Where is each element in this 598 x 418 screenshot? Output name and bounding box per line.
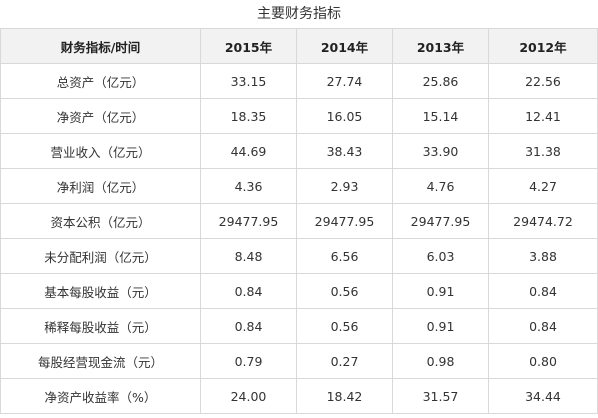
row-label: 总资产（亿元）	[0, 63, 201, 99]
row-label: 净资产收益率（%）	[0, 378, 201, 414]
cell-value: 0.27	[296, 343, 393, 379]
cell-value: 44.69	[200, 133, 297, 169]
cell-value: 29477.95	[200, 203, 297, 239]
cell-value: 29474.72	[488, 203, 598, 239]
cell-value: 18.42	[296, 378, 393, 414]
row-label: 每股经营现金流（元）	[0, 343, 201, 379]
cell-value: 0.84	[200, 273, 297, 309]
cell-value: 8.48	[200, 238, 297, 274]
table-row: 基本每股收益（元） 0.84 0.56 0.91 0.84	[0, 273, 598, 309]
cell-value: 3.88	[488, 238, 598, 274]
cell-value: 16.05	[296, 98, 393, 134]
cell-value: 0.84	[488, 308, 598, 344]
cell-value: 4.27	[488, 168, 598, 204]
table-row: 净资产收益率（%） 24.00 18.42 31.57 34.44	[0, 378, 598, 414]
cell-value: 33.15	[200, 63, 297, 99]
cell-value: 0.56	[296, 273, 393, 309]
header-2013: 2013年	[392, 28, 489, 64]
row-label: 资本公积（亿元）	[0, 203, 201, 239]
cell-value: 4.76	[392, 168, 489, 204]
table-row: 未分配利润（亿元） 8.48 6.56 6.03 3.88	[0, 238, 598, 274]
cell-value: 6.03	[392, 238, 489, 274]
cell-value: 25.86	[392, 63, 489, 99]
cell-value: 0.91	[392, 308, 489, 344]
cell-value: 24.00	[200, 378, 297, 414]
cell-value: 0.56	[296, 308, 393, 344]
table-row: 资本公积（亿元） 29477.95 29477.95 29477.95 2947…	[0, 203, 598, 239]
header-row: 财务指标/时间 2015年 2014年 2013年 2012年	[0, 28, 598, 64]
cell-value: 4.36	[200, 168, 297, 204]
cell-value: 0.91	[392, 273, 489, 309]
row-label: 基本每股收益（元）	[0, 273, 201, 309]
cell-value: 38.43	[296, 133, 393, 169]
header-2015: 2015年	[200, 28, 297, 64]
table-row: 净利润（亿元） 4.36 2.93 4.76 4.27	[0, 168, 598, 204]
cell-value: 0.80	[488, 343, 598, 379]
cell-value: 0.98	[392, 343, 489, 379]
table-title: 主要财务指标	[257, 6, 341, 22]
cell-value: 0.84	[488, 273, 598, 309]
header-2012: 2012年	[488, 28, 598, 64]
cell-value: 34.44	[488, 378, 598, 414]
cell-value: 31.38	[488, 133, 598, 169]
cell-value: 15.14	[392, 98, 489, 134]
cell-value: 6.56	[296, 238, 393, 274]
row-label: 稀释每股收益（元）	[0, 308, 201, 344]
table-row: 每股经营现金流（元） 0.79 0.27 0.98 0.80	[0, 343, 598, 379]
cell-value: 0.79	[200, 343, 297, 379]
row-label: 净资产（亿元）	[0, 98, 201, 134]
table-row: 稀释每股收益（元） 0.84 0.56 0.91 0.84	[0, 308, 598, 344]
cell-value: 18.35	[200, 98, 297, 134]
cell-value: 33.90	[392, 133, 489, 169]
cell-value: 29477.95	[296, 203, 393, 239]
table-row: 净资产（亿元） 18.35 16.05 15.14 12.41	[0, 98, 598, 134]
cell-value: 2.93	[296, 168, 393, 204]
table-row: 营业收入（亿元） 44.69 38.43 33.90 31.38	[0, 133, 598, 169]
cell-value: 22.56	[488, 63, 598, 99]
row-label: 未分配利润（亿元）	[0, 238, 201, 274]
cell-value: 0.84	[200, 308, 297, 344]
row-label: 营业收入（亿元）	[0, 133, 201, 169]
row-label: 净利润（亿元）	[0, 168, 201, 204]
table-row: 总资产（亿元） 33.15 27.74 25.86 22.56	[0, 63, 598, 99]
cell-value: 29477.95	[392, 203, 489, 239]
financial-indicators-table: 财务指标/时间 2015年 2014年 2013年 2012年 总资产（亿元） …	[0, 28, 598, 414]
header-2014: 2014年	[296, 28, 393, 64]
cell-value: 31.57	[392, 378, 489, 414]
header-indicator-time: 财务指标/时间	[0, 28, 201, 64]
cell-value: 12.41	[488, 98, 598, 134]
cell-value: 27.74	[296, 63, 393, 99]
